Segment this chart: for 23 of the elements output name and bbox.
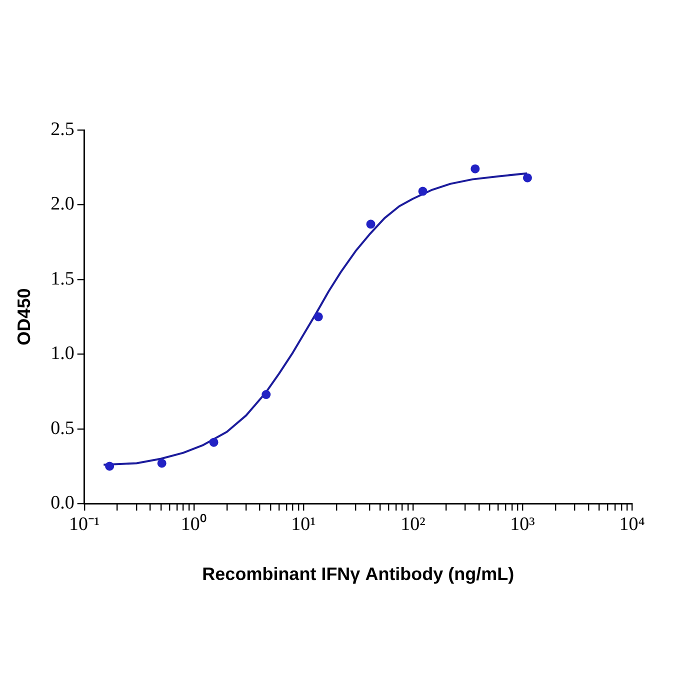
x-axis-title: Recombinant IFNγ Antibody (ng/mL) — [202, 564, 514, 584]
point — [522, 173, 532, 182]
y-tick-label: 0.5 — [50, 418, 74, 439]
point — [105, 462, 114, 471]
x-tick-label: 10⁴ — [619, 514, 646, 535]
point — [209, 438, 218, 447]
y-tick-label: 0.0 — [50, 492, 74, 514]
point — [157, 458, 166, 468]
x-tick-label: 10¹ — [291, 514, 316, 535]
y-tick-label: 2.5 — [50, 118, 74, 140]
point — [470, 164, 480, 174]
x-tick-label: 10² — [400, 514, 426, 535]
y-axis-title: OD450 — [14, 288, 34, 346]
x-tick-label: 10⁰ — [180, 512, 207, 535]
y-tick-label: 2.0 — [50, 194, 74, 215]
point — [366, 220, 376, 229]
x-tick-label: 10⁻¹ — [69, 514, 100, 535]
y-tick-label: 1.5 — [50, 268, 74, 290]
point — [418, 186, 428, 196]
x-tick-label: 10³ — [510, 514, 536, 535]
y-tick-label: 1.0 — [50, 343, 74, 364]
point — [314, 312, 323, 322]
point — [262, 390, 271, 400]
